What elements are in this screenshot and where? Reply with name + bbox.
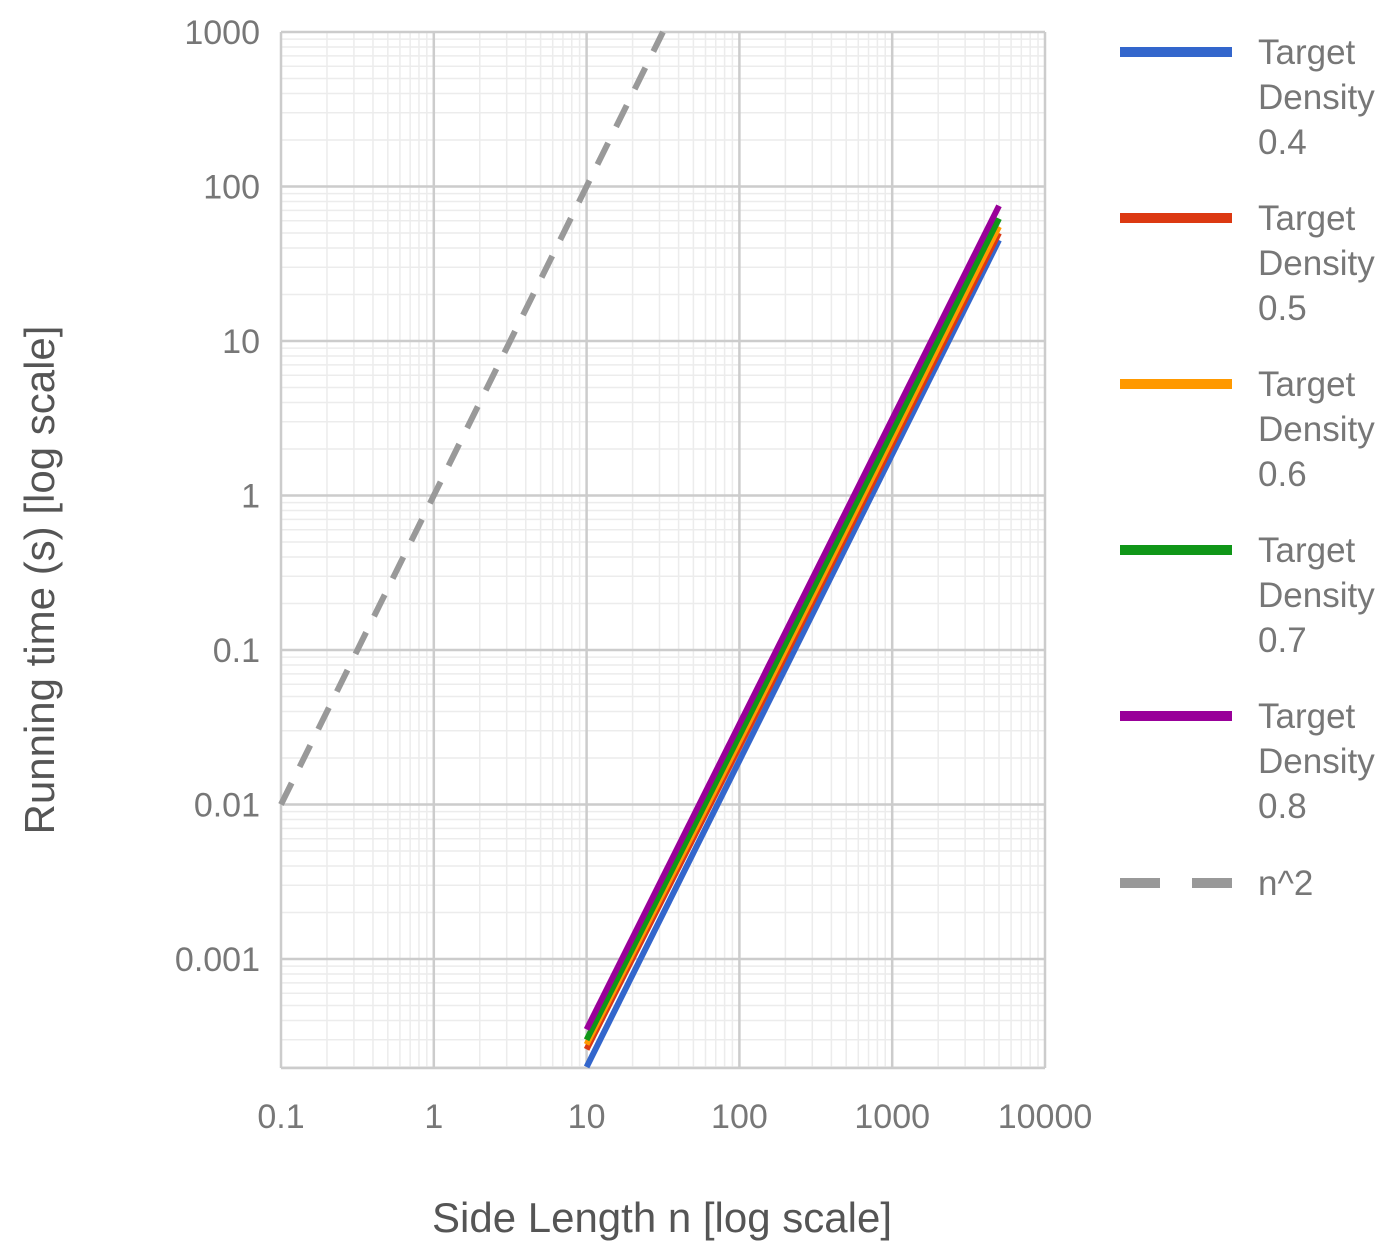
x-tick-label: 100 (711, 1098, 768, 1136)
legend-label: Density (1258, 244, 1375, 283)
series-line (583, 238, 1002, 1069)
y-tick-label: 0.001 (175, 941, 260, 979)
legend-label: 0.4 (1258, 123, 1307, 162)
legend-label: Target (1258, 531, 1356, 570)
x-tick-label: 0.1 (257, 1098, 304, 1136)
y-tick-label: 0.1 (213, 632, 260, 670)
x-axis-tick-labels: 0.1 1 10 100 1000 10000 (257, 1098, 1092, 1136)
series-lines (278, 30, 1002, 1069)
y-tick-label: 100 (203, 169, 260, 207)
legend-label: 0.8 (1258, 787, 1307, 826)
x-axis-title: Side Length n [log scale] (432, 1194, 892, 1241)
series-line (583, 204, 1002, 1031)
y-tick-label: 10 (222, 323, 260, 361)
y-axis-tick-labels: 0.001 0.01 0.1 1 10 100 1000 (175, 14, 260, 979)
minor-gridlines (281, 32, 1045, 1068)
legend-label: Density (1258, 410, 1375, 449)
major-gridlines (279, 30, 1047, 1070)
legend: Target Density 0.4 Target Density 0.5 Target De… (1120, 33, 1375, 903)
legend-label: 0.5 (1258, 289, 1307, 328)
y-tick-label: 0.01 (194, 787, 260, 825)
legend-label: Target (1258, 365, 1356, 404)
y-tick-label: 1 (241, 478, 260, 516)
legend-label: n^2 (1258, 864, 1313, 903)
legend-label: Target (1258, 33, 1356, 72)
legend-label: Density (1258, 78, 1375, 117)
x-tick-label: 1 (424, 1098, 443, 1136)
y-axis-title: Running time (s) [log scale] (16, 326, 63, 835)
x-tick-label: 1000 (854, 1098, 930, 1136)
legend-label: Target (1258, 199, 1356, 238)
legend-label: Density (1258, 742, 1375, 781)
x-tick-label: 10000 (998, 1098, 1093, 1136)
legend-label: 0.7 (1258, 621, 1307, 660)
series-line (583, 217, 1002, 1042)
series-line (278, 30, 666, 806)
y-tick-label: 1000 (184, 14, 260, 52)
legend-label: 0.6 (1258, 455, 1307, 494)
x-tick-label: 10 (568, 1098, 606, 1136)
legend-label: Target (1258, 697, 1356, 736)
legend-label: Density (1258, 576, 1375, 615)
